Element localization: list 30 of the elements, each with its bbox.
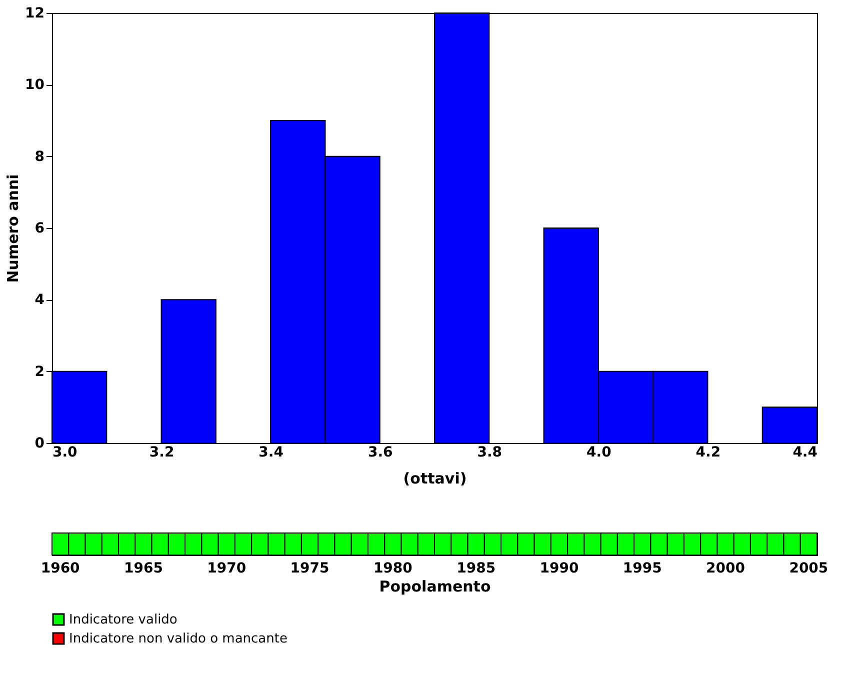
y-tick-label: 8: [34, 148, 44, 165]
x-tick-label: 3.0: [52, 444, 78, 460]
x-tick-label: 3.6: [368, 444, 393, 460]
x-tick-label: 4.0: [586, 444, 612, 460]
legend-label: Indicatore non valido o mancante: [69, 632, 288, 646]
x-tick-label: 1970: [207, 560, 246, 576]
x-axis-title: Popolamento: [379, 578, 491, 596]
x-tick-label: 1995: [622, 560, 662, 576]
y-tick-label: 10: [25, 77, 45, 94]
y-axis-title: Numero anni: [4, 174, 22, 283]
y-tick-label: 0: [34, 436, 45, 452]
y-tick-label: 12: [25, 6, 44, 22]
x-tick-label: 1985: [456, 560, 496, 576]
x-tick-label: 1975: [290, 560, 330, 576]
x-tick-label: 1990: [540, 560, 579, 576]
x-tick-label: 2000: [706, 560, 746, 576]
x-tick-label: 3.2: [149, 444, 174, 460]
x-tick-label: 1980: [373, 560, 413, 576]
x-tick-label: 4.4: [792, 444, 818, 460]
x-tick-label: 1960: [40, 560, 80, 576]
x-tick-label: 1965: [124, 560, 163, 576]
y-tick-label: 4: [34, 292, 45, 308]
y-tick-label: 6: [34, 220, 44, 236]
x-tick-label: 4.2: [696, 444, 721, 460]
x-tick-label: 2005: [789, 560, 828, 576]
x-tick-label: 3.4: [258, 444, 284, 460]
legend-label: Indicatore valido: [69, 612, 178, 628]
y-tick-label: 2: [34, 364, 44, 380]
x-axis-title: (ottavi): [403, 470, 467, 488]
x-tick-label: 3.8: [477, 444, 502, 460]
